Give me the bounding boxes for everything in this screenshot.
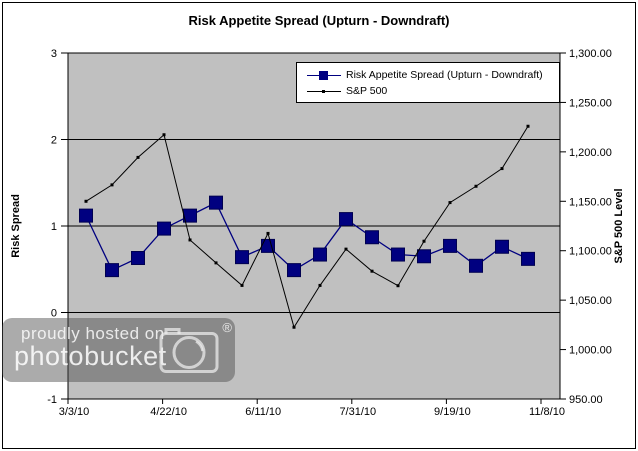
risk-spread-marker: [105, 263, 119, 278]
photobucket-watermark: proudly hosted on photobucket ®: [2, 318, 235, 382]
legend-label-risk-spread: Risk Appetite Spread (Upturn - Downdraft…: [346, 69, 543, 81]
legend: Risk Appetite Spread (Upturn - Downdraft…: [296, 62, 560, 103]
sp500-marker: [188, 238, 192, 242]
risk-spread-marker: [131, 251, 145, 266]
risk-spread-marker: [209, 195, 223, 210]
sp500-marker: [136, 155, 140, 159]
risk-spread-marker: [313, 247, 327, 262]
right-tick-label: 1,000.00: [569, 345, 612, 357]
sp500-marker: [84, 199, 88, 203]
sp500-marker: [318, 283, 322, 287]
sp500-line: [85, 125, 529, 329]
risk-spread-marker: [339, 212, 353, 227]
legend-entry-risk-spread: Risk Appetite Spread (Upturn - Downdraft…: [307, 67, 559, 83]
risk-spread-marker: [521, 251, 535, 266]
risk-spread-marker: [157, 221, 171, 236]
sp500-marker: [448, 201, 452, 205]
legend-label-sp500: S&P 500: [346, 85, 388, 97]
risk-spread-marker: [417, 249, 431, 264]
sp500-marker: [500, 167, 504, 171]
sp500-marker: [344, 247, 348, 251]
x-tick-label: 4/22/10: [150, 406, 187, 418]
chart-title: Risk Appetite Spread (Upturn - Downdraft…: [188, 13, 450, 28]
left-tick-label: -1: [47, 394, 57, 406]
right-tick-label: 1,250.00: [569, 97, 612, 109]
watermark-line1: proudly hosted on: [21, 324, 165, 343]
right-tick-label: 950.00: [569, 394, 603, 406]
risk-spread-marker: [365, 230, 379, 245]
sp500-marker: [162, 133, 166, 137]
left-tick-label: 3: [51, 48, 57, 60]
right-tick-label: 1,300.00: [569, 48, 612, 60]
sp500-marker: [474, 184, 478, 188]
sp500-marker: [292, 325, 296, 329]
sp500-marker: [110, 183, 114, 187]
camera-icon: [159, 328, 219, 373]
legend-marker-square-icon: [307, 70, 341, 81]
registered-mark: ®: [222, 320, 232, 335]
x-tick-label: 9/19/10: [434, 406, 471, 418]
risk-spread-marker: [287, 263, 301, 278]
sp500-marker: [422, 239, 426, 243]
sp500-marker: [266, 231, 270, 235]
x-tick-label: 3/3/10: [59, 406, 90, 418]
x-tick-label: 7/31/10: [339, 406, 376, 418]
sp500-marker: [396, 284, 400, 288]
x-tick-label: 6/11/10: [245, 406, 281, 418]
watermark-line2: photobucket: [14, 341, 167, 371]
risk-spread-marker: [495, 239, 509, 254]
sp500-marker: [240, 283, 244, 287]
legend-marker-line-icon: [307, 86, 341, 97]
sp500-marker: [526, 124, 530, 128]
risk-spread-marker: [443, 238, 457, 253]
right-tick-label: 1,100.00: [569, 246, 612, 258]
x-tick-label: 11/8/10: [529, 406, 565, 418]
left-tick-label: 0: [51, 308, 57, 320]
right-tick-label: 1,200.00: [569, 147, 612, 159]
legend-entry-sp500: S&P 500: [307, 83, 559, 99]
sp500-marker: [370, 269, 374, 273]
right-tick-label: 1,150.00: [569, 196, 612, 208]
risk-spread-marker: [235, 250, 249, 265]
sp500-marker: [214, 261, 218, 265]
risk-spread-marker: [391, 247, 405, 262]
risk-spread-marker: [469, 258, 483, 273]
right-tick-label: 1,050.00: [569, 295, 612, 307]
left-tick-label: 2: [51, 135, 57, 147]
left-tick-label: 1: [51, 221, 57, 233]
risk-spread-marker: [79, 208, 93, 223]
plot-border: [67, 52, 561, 400]
